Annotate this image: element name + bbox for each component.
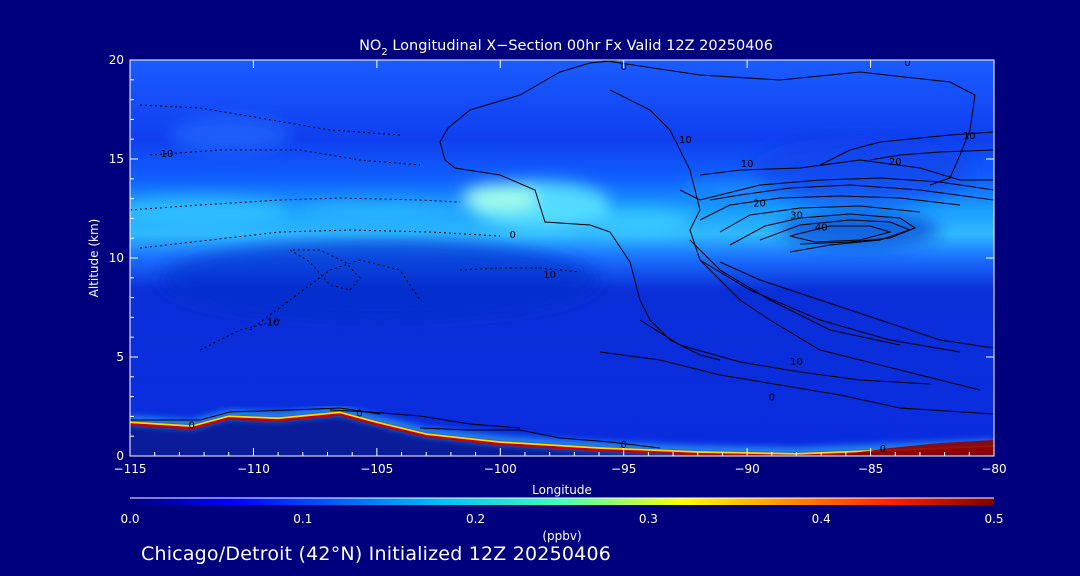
- contour-label: 30: [790, 210, 803, 221]
- colorbar-label: (ppbv): [542, 529, 581, 543]
- y-tick-label: 0: [116, 449, 124, 463]
- terrain: [130, 410, 994, 456]
- x-tick-label: −100: [484, 462, 517, 476]
- contour-label: 10: [790, 357, 803, 368]
- contour-label: 0: [356, 408, 362, 419]
- contour-label: 10: [161, 149, 174, 160]
- colorbar-tick-label: 0.4: [812, 512, 831, 526]
- colorbar-tick-label: 0.2: [466, 512, 485, 526]
- y-axis: 0 5 10 15 20: [109, 53, 994, 463]
- contour-label: 0: [621, 440, 627, 451]
- contour-label: 10: [741, 159, 754, 170]
- contour-label: 0: [880, 444, 886, 455]
- y-tick-label: 5: [116, 350, 124, 364]
- x-tick-label: −95: [611, 462, 636, 476]
- contour-label: 10: [679, 135, 692, 146]
- contour-lines: [130, 60, 994, 449]
- x-tick-label: −115: [114, 462, 147, 476]
- y-tick-label: 10: [109, 251, 124, 265]
- footer-caption: Chicago/Detroit (42°N) Initialized 12Z 2…: [141, 543, 612, 565]
- contour-label: 0: [509, 230, 515, 241]
- colorbar: [130, 498, 994, 505]
- contour-label: 10: [267, 317, 280, 328]
- y-tick-label: 15: [109, 152, 124, 166]
- colorbar-tick-label: 0.3: [639, 512, 658, 526]
- x-tick-label: −90: [734, 462, 759, 476]
- contour-label: 0: [904, 58, 910, 69]
- contour-label: 0: [769, 393, 775, 404]
- colorbar-tick-label: 0.5: [984, 512, 1003, 526]
- contour-label: 20: [889, 157, 902, 168]
- contour-label: 40: [815, 222, 828, 233]
- contour-label: 20: [753, 199, 766, 210]
- x-axis: −115 −110 −105 −100 −95 −90 −85 −80: [114, 60, 1007, 476]
- colorbar-tick-label: 0.0: [120, 512, 139, 526]
- contour-label: 10: [963, 131, 976, 142]
- contour-label: 10: [543, 270, 556, 281]
- x-tick-label: −105: [360, 462, 393, 476]
- contour-label: 0: [189, 420, 195, 431]
- y-tick-label: 20: [109, 53, 124, 67]
- x-tick-label: −110: [237, 462, 270, 476]
- contour-labels: 001010101020203040010101000000: [161, 58, 976, 455]
- chart-title: NO2 Longitudinal X−Section 00hr Fx Valid…: [359, 38, 773, 58]
- x-tick-label: −80: [981, 462, 1006, 476]
- x-axis-label: Longitude: [532, 483, 592, 497]
- y-axis-label: Altitude (km): [87, 219, 101, 298]
- colorbar-ticks: 0.0 0.1 0.2 0.3 0.4 0.5: [120, 512, 1003, 526]
- colorbar-tick-label: 0.1: [293, 512, 312, 526]
- x-tick-label: −85: [858, 462, 883, 476]
- negative-contour-lines: [130, 104, 581, 351]
